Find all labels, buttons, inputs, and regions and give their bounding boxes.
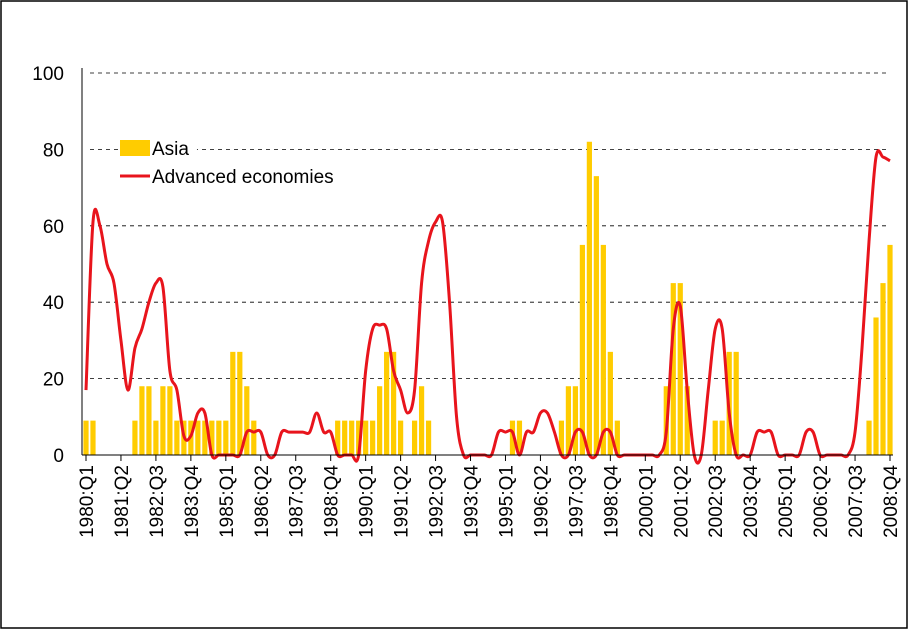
x-tick-label: 1981:Q2 (112, 465, 133, 538)
bar (349, 420, 355, 455)
x-tick-label: 2000:Q1 (636, 465, 657, 538)
bar (565, 386, 571, 455)
y-tick-label: 40 (43, 293, 64, 314)
bar (377, 386, 383, 455)
x-tick-label: 2007:Q3 (846, 465, 867, 538)
bar (411, 420, 418, 455)
bar (670, 283, 676, 455)
bar (237, 351, 243, 455)
bar (174, 420, 180, 455)
bar (572, 386, 578, 455)
bar (244, 386, 250, 455)
x-tick-label: 1988:Q4 (322, 465, 343, 538)
y-tick-label: 100 (32, 64, 64, 85)
y-tick-label: 0 (53, 446, 64, 467)
bar (425, 420, 432, 455)
bar (677, 283, 683, 455)
bar (418, 386, 425, 455)
bar (146, 386, 152, 455)
x-tick-label: 1985:Q1 (217, 465, 238, 538)
x-tick-label: 1997:Q3 (566, 465, 587, 538)
bar (342, 420, 348, 455)
x-tick-label: 2006:Q2 (811, 465, 832, 538)
bar (202, 420, 208, 455)
bar (509, 420, 516, 455)
y-tick-label: 80 (43, 140, 64, 161)
x-tick-label: 1990:Q1 (357, 465, 378, 538)
x-tick-label: 1998:Q4 (601, 465, 622, 538)
bar (384, 351, 390, 455)
x-tick-label: 2003:Q4 (741, 465, 762, 538)
x-tick-label: 1987:Q3 (287, 465, 308, 538)
bar (887, 244, 893, 455)
legend-bg (152, 164, 342, 188)
bar (614, 420, 620, 455)
legend-swatch (120, 140, 150, 156)
x-tick-label: 2002:Q3 (706, 465, 727, 538)
bar (600, 244, 606, 455)
x-tick-label: 1983:Q4 (182, 465, 203, 538)
legend-label: Advanced economies (152, 167, 334, 188)
bar (516, 420, 523, 455)
bar (873, 317, 879, 455)
bar (398, 420, 404, 455)
bar (160, 386, 166, 455)
bar (593, 176, 599, 455)
bar (90, 420, 96, 455)
bar (335, 420, 341, 455)
x-tick-label: 2008:Q4 (881, 465, 902, 538)
bar (391, 351, 397, 455)
x-tick-label: 1986:Q2 (252, 465, 273, 538)
bar (167, 386, 173, 455)
bar (866, 420, 872, 455)
bar (195, 420, 201, 455)
bar (363, 420, 369, 455)
bar (558, 420, 565, 455)
legend-bg (152, 136, 197, 160)
y-tick-label: 60 (43, 217, 64, 238)
bar (216, 420, 222, 455)
x-tick-label: 1996:Q2 (531, 465, 552, 538)
bar (83, 420, 89, 455)
bar (251, 420, 257, 455)
x-tick-label: 1993:Q4 (462, 465, 483, 538)
x-tick-label: 1992:Q3 (427, 465, 448, 538)
bar (356, 420, 362, 455)
bar (733, 351, 739, 455)
bar (132, 420, 138, 455)
bar (209, 420, 215, 455)
x-tick-label: 2005:Q1 (776, 465, 797, 538)
y-tick-label: 20 (43, 370, 64, 391)
bar (607, 351, 613, 455)
bar (223, 420, 229, 455)
x-tick-label: 1991:Q2 (392, 465, 413, 538)
bar (880, 283, 886, 455)
legend-label: Asia (152, 139, 189, 160)
bar (153, 420, 159, 455)
bar (370, 420, 376, 455)
x-tick-label: 1982:Q3 (147, 465, 168, 538)
bar (139, 386, 145, 455)
bar (712, 420, 718, 455)
x-tick-label: 2001:Q2 (671, 465, 692, 538)
bar (230, 351, 236, 455)
bar (586, 141, 592, 455)
x-tick-label: 1995:Q1 (496, 465, 517, 538)
bar (719, 420, 725, 455)
bar (684, 386, 690, 455)
x-tick-label: 1980:Q1 (77, 465, 98, 538)
bar (579, 244, 585, 455)
